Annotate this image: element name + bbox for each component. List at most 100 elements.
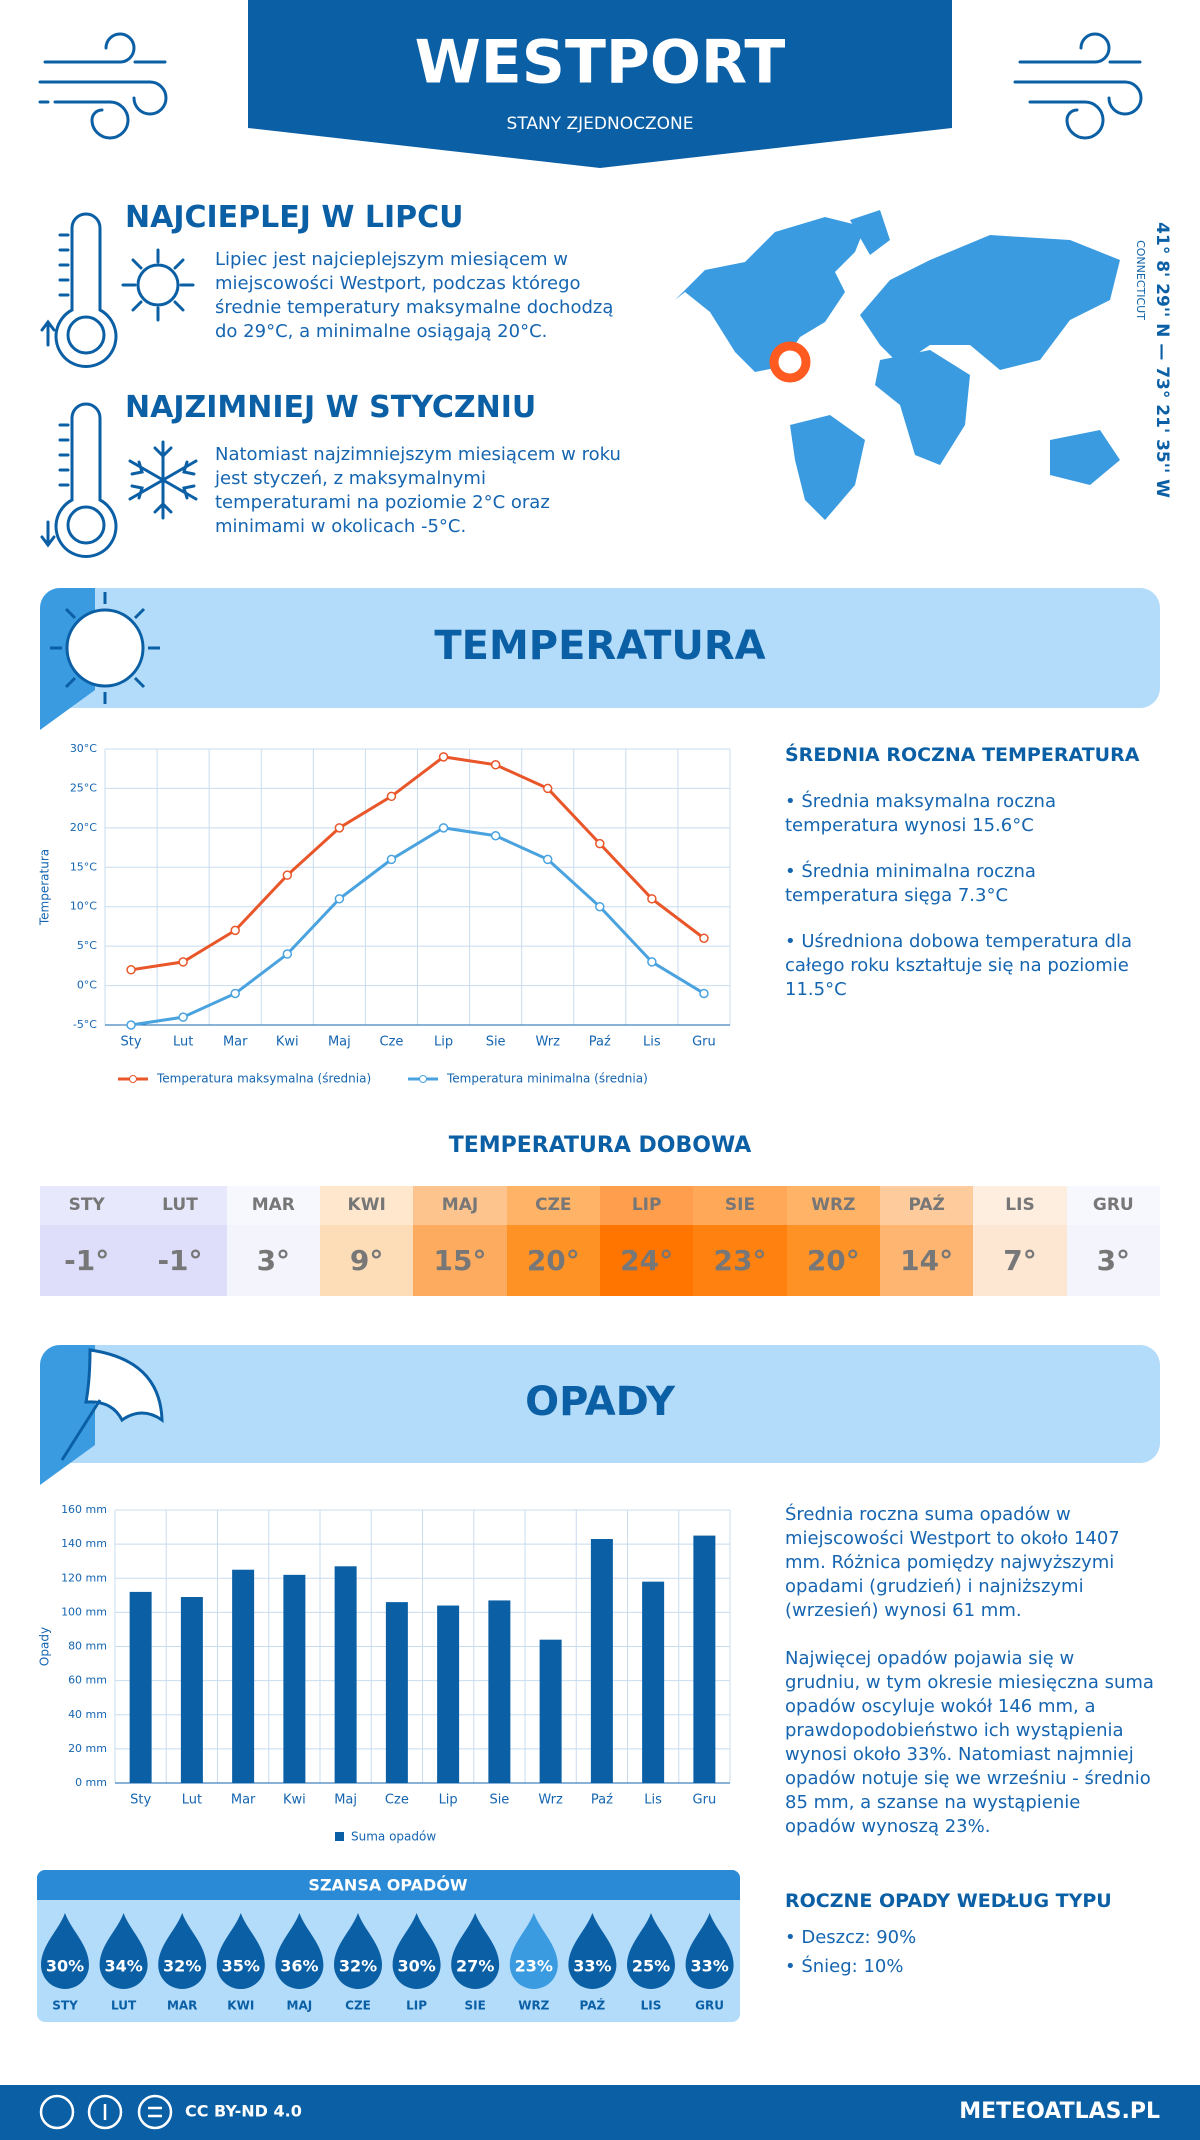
- annual-item: • Średnia minimalna roczna temperatura s…: [785, 861, 1036, 906]
- y-tick-label: 25°C: [70, 781, 97, 794]
- drop: [41, 1913, 89, 1989]
- x-tick-label: Paź: [591, 1793, 613, 1808]
- precip-paragraph: Najwięcej opadów pojawia się w grudniu, …: [785, 1648, 1154, 1837]
- temp-cell: 3°: [226, 1225, 320, 1296]
- x-tick-label: Maj: [334, 1793, 357, 1808]
- x-tick-label: Sie: [486, 1035, 506, 1050]
- month-cell: GRU: [1066, 1186, 1160, 1225]
- chance-month: STY: [52, 1999, 78, 2013]
- city-title: WESTPORT: [415, 28, 786, 98]
- drop: [685, 1913, 734, 1989]
- point: [699, 933, 709, 944]
- y-tick-label: 10°C: [70, 900, 97, 913]
- point: [647, 957, 657, 967]
- chance-title: SZANSA OPADÓW: [308, 1876, 468, 1895]
- bar: [283, 1574, 306, 1783]
- chance-value: 30%: [46, 1957, 84, 1976]
- chance-value: 36%: [280, 1957, 318, 1976]
- month-cell: WRZ: [786, 1186, 880, 1225]
- bar: [129, 1591, 152, 1783]
- annual-item: • Średnia maksymalna roczna temperatura …: [785, 791, 1056, 836]
- x-tick-label: Cze: [380, 1035, 404, 1050]
- y-tick-label: 120 mm: [61, 1571, 107, 1584]
- point: [230, 988, 240, 999]
- y-tick-label: -5°C: [73, 1018, 97, 1031]
- month-cell: CZE: [506, 1186, 600, 1225]
- chance-value: 34%: [104, 1957, 142, 1976]
- bar: [232, 1569, 255, 1783]
- bar: [437, 1605, 460, 1783]
- header-banner: [248, 0, 952, 168]
- y-tick-label: 30°C: [70, 742, 97, 755]
- x-tick-label: Lis: [644, 1793, 662, 1808]
- type-item: • Deszcz: 90%: [785, 1927, 917, 1948]
- month-cell: MAJ: [413, 1186, 507, 1225]
- hot-icon: [40, 212, 195, 368]
- point: [334, 894, 345, 904]
- point: [647, 894, 657, 904]
- chance-value: 32%: [163, 1957, 201, 1976]
- x-tick-label: Mar: [223, 1035, 248, 1050]
- month-cell: LIP: [600, 1186, 694, 1225]
- temp-cell: 14°: [880, 1225, 974, 1296]
- chance-value: 33%: [690, 1957, 728, 1976]
- legend-label: Temperatura maksymalna (średnia): [156, 1072, 371, 1086]
- x-tick-label: Gru: [693, 1793, 717, 1808]
- x-tick-label: Cze: [385, 1793, 409, 1808]
- chance-month: PAŹ: [580, 1998, 606, 2013]
- bar: [334, 1566, 357, 1783]
- y-tick-label: 5°C: [77, 939, 97, 952]
- annual-title: ŚREDNIA ROCZNA TEMPERATURA: [785, 744, 1140, 766]
- point: [490, 760, 501, 770]
- point: [699, 988, 709, 999]
- chance-value: 23%: [515, 1957, 553, 1976]
- y-tick-label: 0°C: [77, 979, 97, 992]
- temp-cell: 9°: [320, 1225, 414, 1296]
- point: [438, 823, 449, 833]
- y-tick-label: 80 mm: [68, 1640, 107, 1653]
- temp-cell: 20°: [506, 1225, 600, 1296]
- license: CC BY-ND 4.0: [185, 2102, 302, 2121]
- temp-cell: -1°: [133, 1225, 227, 1296]
- x-tick-label: Kwi: [276, 1035, 299, 1050]
- temp-cell: 3°: [1066, 1225, 1160, 1296]
- drop: [334, 1913, 382, 1989]
- warmest-title: NAJCIEPLEJ W LIPCU: [125, 200, 464, 235]
- bar: [693, 1535, 716, 1783]
- x-tick-label: Paź: [589, 1035, 611, 1050]
- y-tick-label: 140 mm: [61, 1537, 107, 1550]
- chance-month: GRU: [695, 1999, 724, 2013]
- section-title: OPADY: [525, 1379, 676, 1425]
- y-tick-label: 100 mm: [61, 1605, 107, 1618]
- temp-cell: 15°: [413, 1225, 507, 1296]
- temp-cell: 23°: [693, 1225, 787, 1296]
- legend-swatch: [335, 1832, 344, 1841]
- point: [490, 830, 501, 841]
- annual-list: • Średnia maksymalna roczna temperatura …: [785, 790, 1155, 1024]
- banner-corner: [40, 1345, 95, 1485]
- point: [595, 838, 605, 849]
- chance-month: WRZ: [518, 1999, 549, 2013]
- x-tick-label: Lip: [439, 1793, 458, 1808]
- drop: [99, 1913, 148, 1989]
- y-tick-label: 15°C: [70, 860, 97, 873]
- point: [178, 1012, 188, 1022]
- y-tick-label: 60 mm: [68, 1674, 107, 1687]
- chance-month: KWI: [227, 1999, 254, 2013]
- legend-label: Suma opadów: [351, 1830, 436, 1844]
- y-tick-label: 20 mm: [68, 1742, 107, 1755]
- month-cell: PAŹ: [880, 1186, 974, 1225]
- temp-cell: 24°: [600, 1225, 694, 1296]
- drop: [216, 1913, 265, 1990]
- wind-icon: [38, 32, 1143, 140]
- point: [282, 870, 293, 880]
- point: [282, 949, 293, 959]
- license-icons: [39, 2094, 173, 2130]
- temperature-banner: [40, 588, 1160, 708]
- x-tick-label: Sie: [489, 1793, 509, 1808]
- chance-value: 35%: [222, 1957, 260, 1976]
- drop: [158, 1913, 207, 1989]
- sun-icon: [50, 592, 160, 704]
